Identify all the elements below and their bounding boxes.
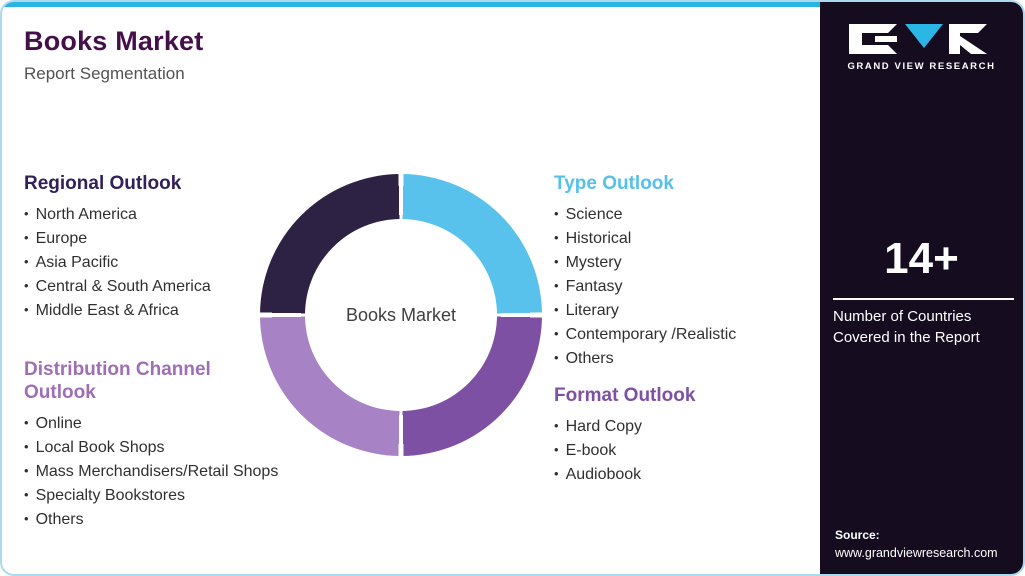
type-outlook-section: Type Outlook Science Historical Mystery … xyxy=(554,172,814,370)
list-item: Science xyxy=(554,202,814,226)
sidebar: GRAND VIEW RESEARCH 14+ Number of Countr… xyxy=(820,2,1023,574)
list-item: North America xyxy=(24,202,274,226)
distribution-channel-outlook-heading: Distribution Channel Outlook xyxy=(24,359,211,403)
top-accent-strip xyxy=(2,2,824,7)
regional-outlook-heading: Regional Outlook xyxy=(24,173,182,194)
regional-outlook-section: Regional Outlook North America Europe As… xyxy=(24,172,274,322)
logo-letter-g xyxy=(848,24,897,54)
list-item: Contemporary /Realistic xyxy=(554,322,814,346)
list-item: Europe xyxy=(24,226,274,250)
list-item: Mystery xyxy=(554,250,814,274)
list-item: Asia Pacific xyxy=(24,250,274,274)
list-item: Historical xyxy=(554,226,814,250)
list-item: Others xyxy=(24,507,354,531)
format-outlook-section: Format Outlook Hard Copy E-book Audioboo… xyxy=(554,384,814,486)
list-item: E-book xyxy=(554,438,814,462)
donut-center: Books Market xyxy=(305,219,497,411)
type-outlook-list: Science Historical Mystery Fantasy Liter… xyxy=(554,202,814,370)
page-subtitle: Report Segmentation xyxy=(24,64,185,83)
countries-stat-label: Number of Countries Covered in the Repor… xyxy=(833,308,980,346)
logo-letter-v xyxy=(904,24,943,48)
donut-center-label: Books Market xyxy=(345,304,457,325)
list-item: Specialty Bookstores xyxy=(24,483,354,507)
source-label: Source: xyxy=(835,528,880,542)
list-item: Middle East & Africa xyxy=(24,298,274,322)
logo-letter-g-bar xyxy=(874,36,897,42)
distribution-channel-outlook-section: Distribution Channel Outlook Online Loca… xyxy=(24,358,354,531)
list-item: Fantasy xyxy=(554,274,814,298)
brand-name: GRAND VIEW RESEARCH xyxy=(847,61,996,72)
list-item: Local Book Shops xyxy=(24,435,354,459)
type-outlook-heading: Type Outlook xyxy=(554,173,674,194)
countries-stat-value: 14+ xyxy=(884,234,959,283)
source-url-link[interactable]: www.grandviewresearch.com xyxy=(835,546,998,560)
page-title: Books Market xyxy=(24,26,204,56)
list-item: Literary xyxy=(554,298,814,322)
regional-outlook-list: North America Europe Asia Pacific Centra… xyxy=(24,202,274,322)
list-item: Mass Merchandisers/Retail Shops xyxy=(24,459,354,483)
format-outlook-heading: Format Outlook xyxy=(554,385,696,406)
source-block: Source: www.grandviewresearch.com xyxy=(835,528,998,560)
distribution-channel-outlook-list: Online Local Book Shops Mass Merchandise… xyxy=(24,411,354,531)
list-item: Online xyxy=(24,411,354,435)
brand-block: GRAND VIEW RESEARCH xyxy=(820,22,1023,72)
gvr-logo xyxy=(848,24,987,54)
list-item: Central & South America xyxy=(24,274,274,298)
header: Books Market Report Segmentation xyxy=(24,26,203,84)
list-item: Others xyxy=(554,346,814,370)
list-item: Hard Copy xyxy=(554,414,814,438)
list-item: Audiobook xyxy=(554,462,814,486)
format-outlook-list: Hard Copy E-book Audiobook xyxy=(554,414,814,486)
logo-letter-r xyxy=(948,24,987,54)
stat-divider xyxy=(833,298,1014,300)
